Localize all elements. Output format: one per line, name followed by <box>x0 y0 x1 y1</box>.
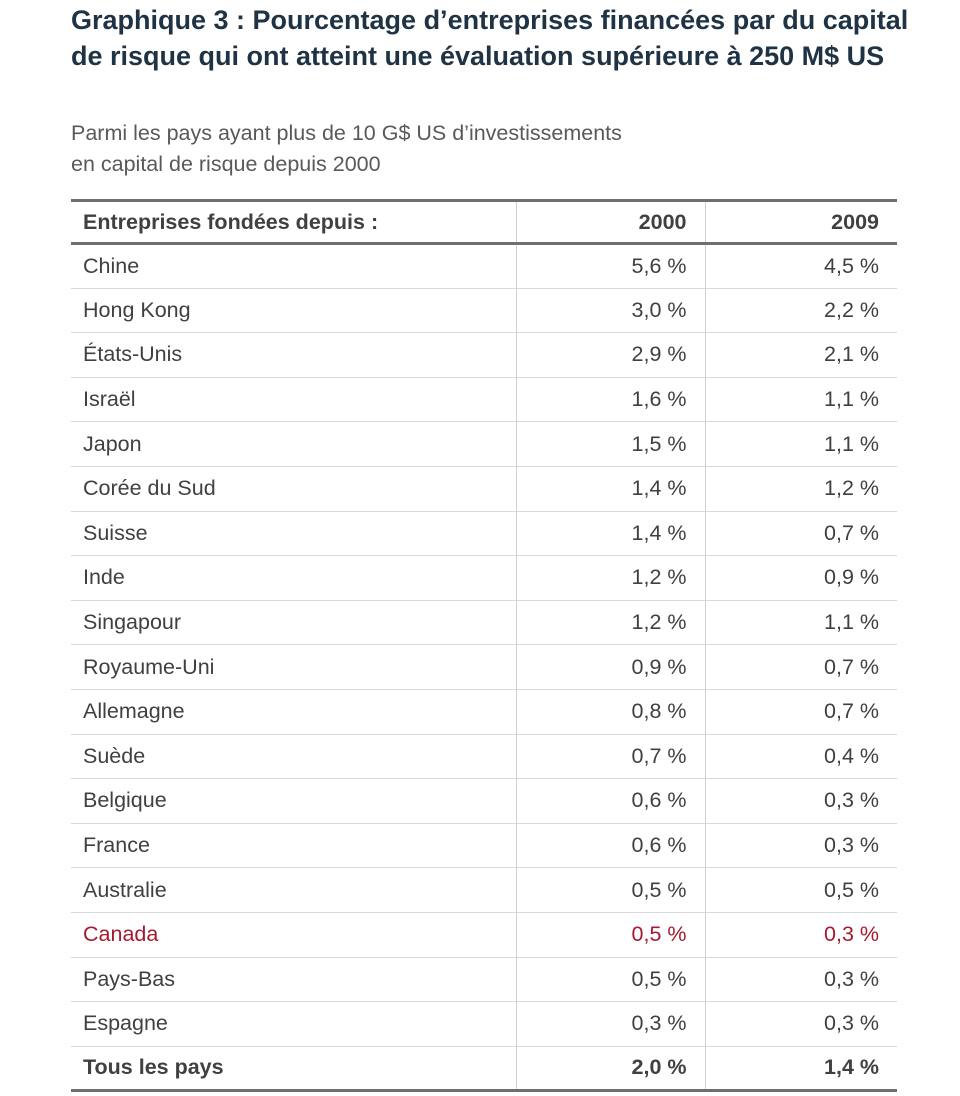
table-row: Hong Kong 3,0 % 2,2 % <box>71 288 897 334</box>
value-2000: 0,7 % <box>515 734 705 780</box>
value-2009: 0,9 % <box>704 555 897 601</box>
country-label: Suède <box>71 734 516 780</box>
country-label: France <box>71 823 516 869</box>
value-2000: 0,3 % <box>515 1001 705 1047</box>
value-2000: 1,6 % <box>515 377 705 423</box>
subtitle-line-2: en capital de risque depuis 2000 <box>71 152 381 176</box>
country-label: Belgique <box>71 778 516 824</box>
value-2000: 0,5 % <box>515 912 705 958</box>
country-label: Australie <box>71 867 516 913</box>
value-2000: 5,6 % <box>515 243 705 289</box>
country-label: Japon <box>71 421 516 467</box>
country-label: Allemagne <box>71 689 516 735</box>
value-2000: 3,0 % <box>515 288 705 334</box>
table-row: Israël 1,6 % 1,1 % <box>71 377 897 423</box>
table-row: Inde 1,2 % 0,9 % <box>71 555 897 601</box>
value-2000: 0,5 % <box>515 867 705 913</box>
subtitle-line-1: Parmi les pays ayant plus de 10 G$ US d’… <box>71 121 622 145</box>
table-row: Corée du Sud 1,4 % 1,2 % <box>71 466 897 512</box>
table-row: France 0,6 % 0,3 % <box>71 823 897 869</box>
country-label: Israël <box>71 377 516 423</box>
country-label: Hong Kong <box>71 288 516 334</box>
value-2009: 0,5 % <box>704 867 897 913</box>
value-2009: 0,3 % <box>704 912 897 958</box>
value-2000: 0,8 % <box>515 689 705 735</box>
value-2000: 2,0 % <box>515 1046 705 1093</box>
value-2000: 0,6 % <box>515 778 705 824</box>
country-label: Pays-Bas <box>71 957 516 1003</box>
value-2000: 1,2 % <box>515 600 705 646</box>
value-2009: 0,7 % <box>704 689 897 735</box>
table-row: Chine 5,6 % 4,5 % <box>71 243 897 289</box>
value-2009: 2,2 % <box>704 288 897 334</box>
table-row: États-Unis 2,9 % 2,1 % <box>71 332 897 378</box>
chart-subtitle: Parmi les pays ayant plus de 10 G$ US d’… <box>71 118 831 180</box>
value-2000: 1,5 % <box>515 421 705 467</box>
value-2009: 0,3 % <box>704 1001 897 1047</box>
table-row: Allemagne 0,8 % 0,7 % <box>71 689 897 735</box>
value-2009: 4,5 % <box>704 243 897 289</box>
country-label: Corée du Sud <box>71 466 516 512</box>
value-2009: 1,1 % <box>704 600 897 646</box>
country-label: Chine <box>71 243 516 289</box>
value-2009: 2,1 % <box>704 332 897 378</box>
country-label: Royaume-Uni <box>71 644 516 690</box>
value-2000: 2,9 % <box>515 332 705 378</box>
value-2009: 0,7 % <box>704 644 897 690</box>
table-row: Belgique 0,6 % 0,3 % <box>71 778 897 824</box>
table-row: Espagne 0,3 % 0,3 % <box>71 1001 897 1047</box>
value-2009: 0,4 % <box>704 734 897 780</box>
table-body: Chine 5,6 % 4,5 % Hong Kong 3,0 % 2,2 % États-… <box>71 243 897 1093</box>
value-2009: 0,3 % <box>704 778 897 824</box>
country-label: Singapour <box>71 600 516 646</box>
table-row: Suisse 1,4 % 0,7 % <box>71 511 897 557</box>
country-label: Suisse <box>71 511 516 557</box>
value-2009: 1,2 % <box>704 466 897 512</box>
table-row-highlight: Canada 0,5 % 0,3 % <box>71 912 897 958</box>
value-2009: 1,4 % <box>704 1046 897 1093</box>
table-row: Japon 1,5 % 1,1 % <box>71 421 897 467</box>
table-row: Singapour 1,2 % 1,1 % <box>71 600 897 646</box>
country-label: Tous les pays <box>71 1046 516 1093</box>
country-label: Espagne <box>71 1001 516 1047</box>
value-2000: 1,4 % <box>515 466 705 512</box>
value-2009: 0,3 % <box>704 823 897 869</box>
value-2000: 0,6 % <box>515 823 705 869</box>
table-row: Australie 0,5 % 0,5 % <box>71 867 897 913</box>
country-label: États-Unis <box>71 332 516 378</box>
value-2000: 0,9 % <box>515 644 705 690</box>
chart-title: Graphique 3 : Pourcentage d’entreprises … <box>71 5 909 71</box>
column-header-2009: 2009 <box>704 199 897 245</box>
column-header-label: Entreprises fondées depuis : <box>71 199 516 245</box>
value-2009: 1,1 % <box>704 377 897 423</box>
value-2000: 0,5 % <box>515 957 705 1003</box>
value-2000: 1,2 % <box>515 555 705 601</box>
column-header-2000: 2000 <box>515 199 705 245</box>
value-2000: 1,4 % <box>515 511 705 557</box>
table-row: Royaume-Uni 0,9 % 0,7 % <box>71 644 897 690</box>
table-row: Pays-Bas 0,5 % 0,3 % <box>71 957 897 1003</box>
value-2009: 1,1 % <box>704 421 897 467</box>
country-label: Canada <box>71 912 516 958</box>
table-header-row: Entreprises fondées depuis : 2000 2009 <box>71 199 897 245</box>
data-table: Entreprises fondées depuis : 2000 2009 C… <box>71 199 897 1093</box>
value-2009: 0,7 % <box>704 511 897 557</box>
table-row: Suède 0,7 % 0,4 % <box>71 734 897 780</box>
country-label: Inde <box>71 555 516 601</box>
value-2009: 0,3 % <box>704 957 897 1003</box>
table-row-total: Tous les pays 2,0 % 1,4 % <box>71 1046 897 1093</box>
